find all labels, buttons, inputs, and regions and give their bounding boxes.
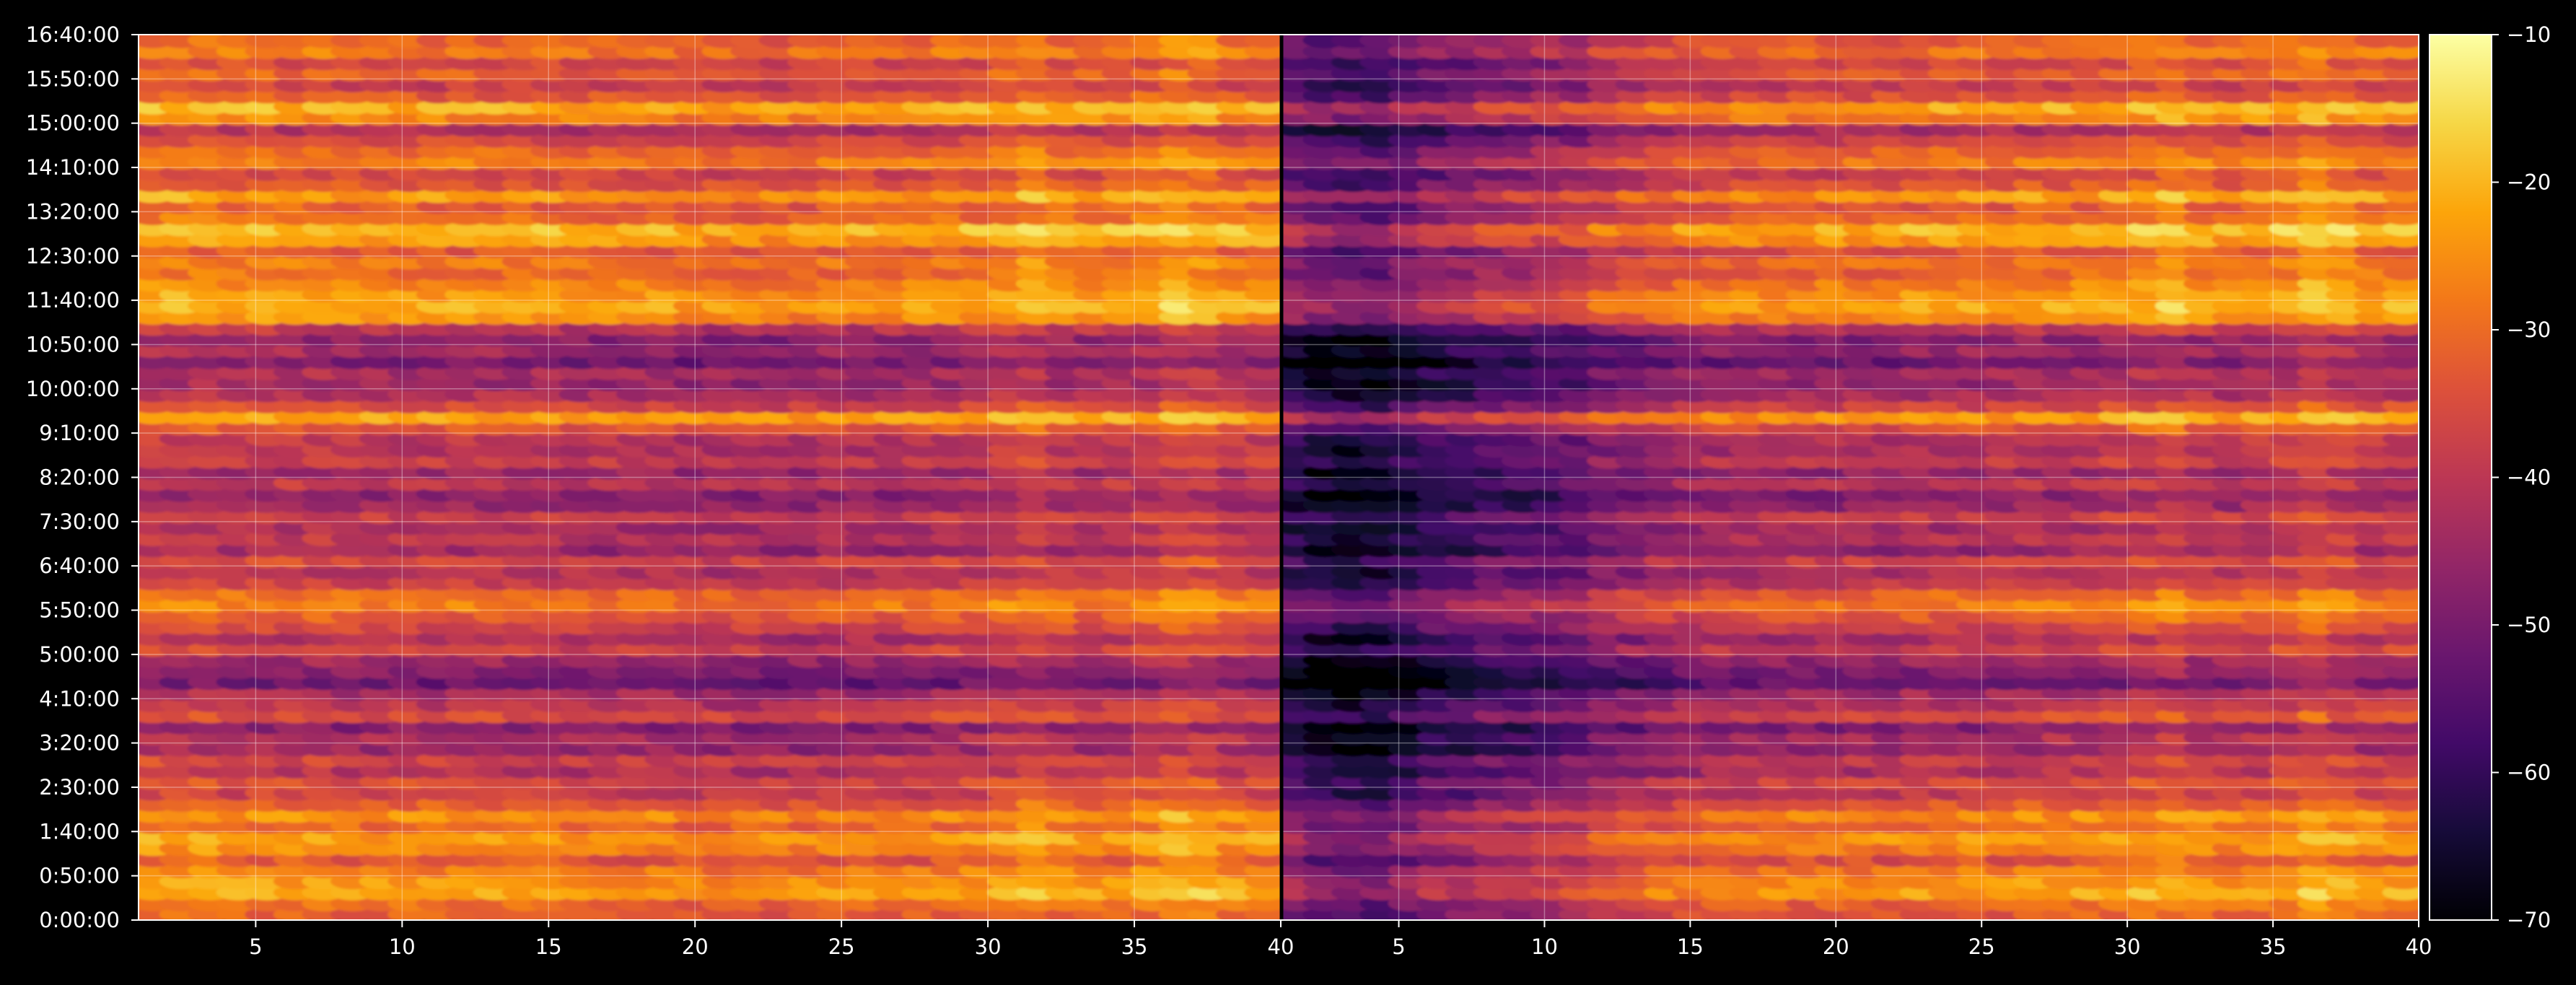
- heatmap-panel-right: [1282, 35, 2419, 920]
- heatmap-cell-left: [1244, 35, 1281, 48]
- heatmap-panel-left: [139, 35, 1281, 920]
